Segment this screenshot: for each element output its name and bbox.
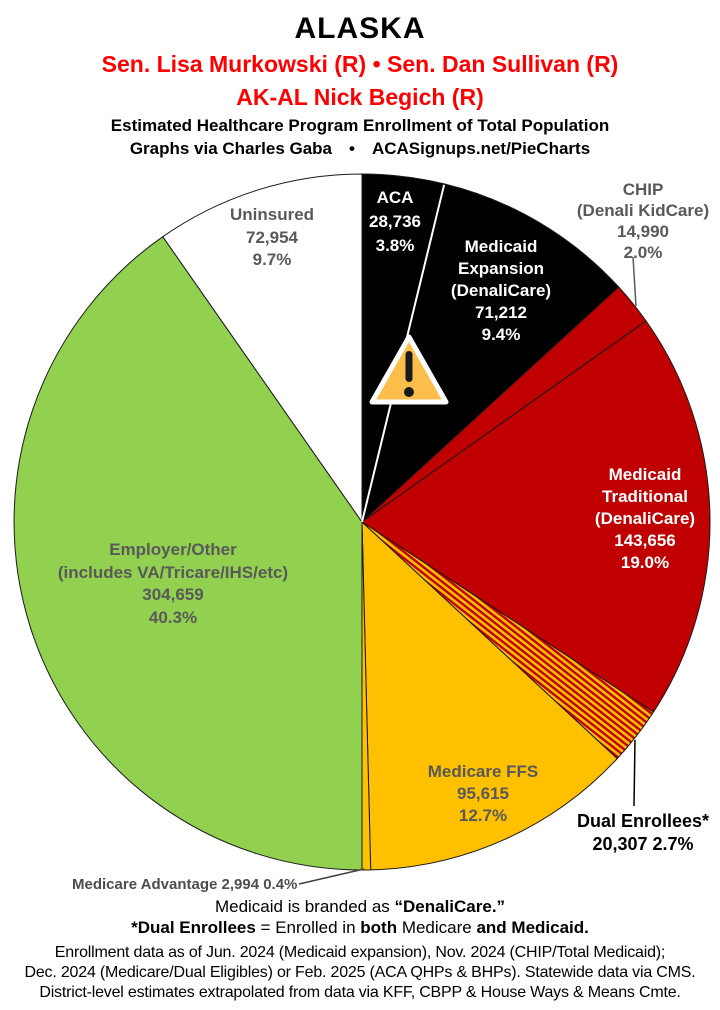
slice-label-dual-enrollees: Dual Enrollees* 20,307 2.7% bbox=[577, 810, 709, 856]
footnote-data-sources: Enrollment data as of Jun. 2024 (Medicai… bbox=[0, 943, 720, 1003]
pie-slice-medicare-ffs bbox=[361, 521, 618, 871]
slice-label-line: 19.0% bbox=[620, 553, 670, 572]
warning-icon-exclamation-bar bbox=[405, 351, 413, 382]
pie-slice-uninsured bbox=[162, 173, 363, 523]
footnote-segment: = Enrolled in bbox=[255, 918, 361, 937]
slice-label-line: 3.8% bbox=[375, 236, 415, 255]
slice-label-medicaid-traditional: Medicaid Traditional (DenaliCare) 143,656 19… bbox=[595, 464, 695, 574]
slice-label-line: 20,307 2.7% bbox=[592, 834, 694, 854]
slice-label-uninsured: Uninsured 72,954 9.7% bbox=[230, 204, 314, 272]
chart-source-line: Graphs via Charles Gaba • ACASignups.net… bbox=[129, 139, 591, 158]
slice-label-line: 12.7% bbox=[458, 806, 508, 825]
slice-label-line: CHIP bbox=[622, 180, 664, 199]
footnote-dual-enrollees: *Dual Enrollees = Enrolled in both Medic… bbox=[0, 918, 720, 938]
footnote-segment: *Dual Enrollees bbox=[131, 918, 256, 937]
slice-label-line: (DenaliCare) bbox=[594, 509, 696, 528]
slice-label-chip: CHIP (Denali KidCare) 14,990 2.0% bbox=[577, 179, 709, 263]
footnote-segment: both bbox=[360, 918, 398, 937]
slice-label-line: 9.7% bbox=[252, 250, 292, 269]
page-title: ALASKA bbox=[294, 12, 426, 45]
slice-label-line: (DenaliCare) bbox=[450, 281, 552, 300]
slice-label-line: Dual Enrollees* bbox=[576, 811, 710, 831]
pie-slice-medicaid-traditional bbox=[361, 320, 711, 713]
slice-label-line: 28,736 bbox=[369, 212, 421, 231]
footnote-source-line: Enrollment data as of Jun. 2024 (Medicai… bbox=[54, 944, 666, 961]
slice-label-line: 72,954 bbox=[246, 227, 298, 247]
footnote-denalicare: Medicaid is branded as “DenaliCare.” bbox=[0, 897, 720, 917]
slice-label-line: ACA bbox=[376, 188, 414, 207]
slice-label-line: Expansion bbox=[458, 259, 544, 278]
footnote-segment: Medicaid is branded as bbox=[214, 897, 395, 916]
pie-slice-medicaid-expansion bbox=[361, 183, 620, 523]
slice-label-line: (Denali KidCare) bbox=[576, 201, 710, 220]
slice-label-line: 304,659 bbox=[142, 585, 204, 604]
footnote-segment: Medicare bbox=[397, 918, 477, 937]
slice-label-line: 71,212 bbox=[474, 303, 527, 322]
senators-line: Sen. Lisa Murkowski (R) • Sen. Dan Sulli… bbox=[101, 51, 619, 77]
slice-label-medicare-ffs: Medicare FFS 95,615 12.7% bbox=[428, 761, 539, 827]
slice-label-medicare-advantage: Medicare Advantage 2,994 0.4% bbox=[72, 876, 297, 894]
slice-label-line: (includes VA/Tricare/IHS/etc) bbox=[57, 562, 289, 582]
leader-line-chip bbox=[632, 256, 637, 307]
leader-line-medicare-advantage bbox=[298, 868, 365, 885]
slice-label-aca: ACA 28,736 3.8% bbox=[369, 186, 421, 258]
slice-label-line: Uninsured bbox=[229, 205, 315, 224]
slice-label-line: 143,656 bbox=[614, 531, 676, 550]
slice-label-line: Medicaid bbox=[464, 237, 538, 256]
slice-label-line: Traditional bbox=[602, 487, 688, 506]
chart-subtitle: Estimated Healthcare Program Enrollment … bbox=[110, 116, 610, 135]
warning-icon-exclamation-dot bbox=[404, 387, 414, 397]
slice-label-line: 2.0% bbox=[623, 243, 663, 262]
slice-label-line: Medicare Advantage 2,994 0.4% bbox=[72, 876, 298, 893]
footnote-source-line: District-level estimates extrapolated fr… bbox=[39, 984, 681, 1001]
slice-label-line: 9.4% bbox=[481, 325, 521, 344]
footnote-segment: and Medicaid. bbox=[476, 918, 589, 937]
slice-label-line: 95,615 bbox=[456, 784, 509, 803]
slice-label-line: Employer/Other bbox=[109, 540, 237, 559]
footnote-source-line: Dec. 2024 (Medicare/Dual Eligibles) or F… bbox=[24, 964, 696, 981]
footnote-segment: “DenaliCare.” bbox=[394, 897, 506, 916]
slice-label-medicaid-expansion: Medicaid Expansion (DenaliCare) 71,212 9.4% bbox=[451, 236, 551, 346]
slice-label-line: Medicare FFS bbox=[427, 762, 539, 781]
slice-label-employer-other: Employer/Other (includes VA/Tricare/IHS/e… bbox=[58, 539, 288, 629]
slice-label-line: 40.3% bbox=[148, 607, 198, 627]
representative-line: AK-AL Nick Begich (R) bbox=[236, 84, 484, 110]
pie-slice-employer-other bbox=[13, 236, 363, 871]
slice-label-line: 14,990 bbox=[617, 222, 669, 241]
slice-label-line: Medicaid bbox=[608, 465, 682, 484]
leader-line-dual-enrollees bbox=[633, 739, 636, 807]
